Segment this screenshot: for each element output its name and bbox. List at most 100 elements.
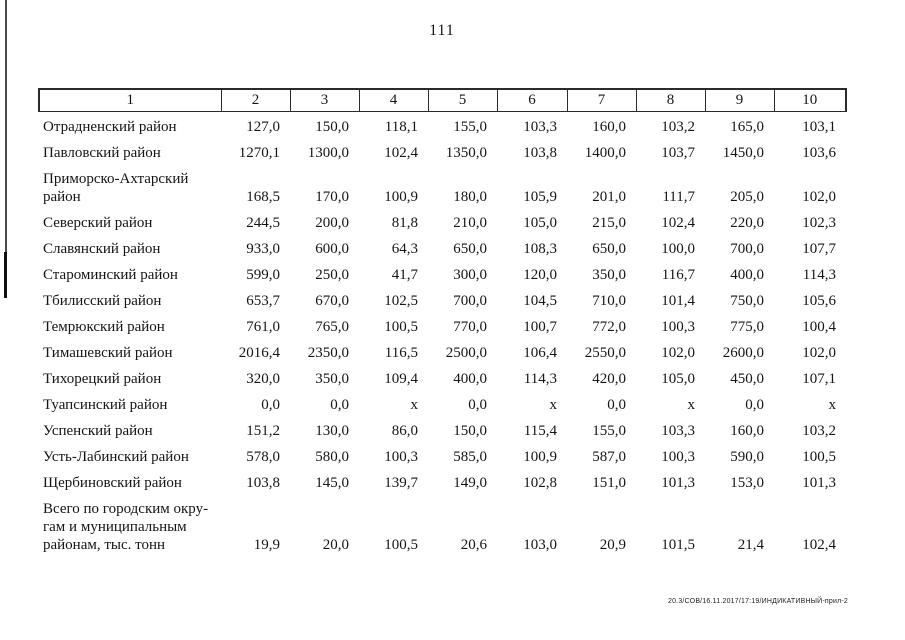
cell-value: 0,0: [261, 397, 280, 413]
cell-value: 2600,0: [722, 345, 764, 361]
cell-value: 220,0: [730, 215, 764, 231]
cell-value: 1350,0: [445, 145, 487, 161]
cell-value: 400,0: [453, 371, 487, 387]
row-label: Щербиновский район: [43, 475, 182, 491]
table-row: Северский район 244,5 200,0 81,8 210,0 105,0 2…: [39, 210, 846, 236]
cell-value: 102,5: [384, 293, 418, 309]
cell-value: 165,0: [730, 119, 764, 135]
cell-value: 320,0: [246, 371, 280, 387]
cell-value: 107,1: [802, 371, 836, 387]
row-label: Успенский район: [43, 423, 153, 439]
row-label: Тихорецкий район: [43, 371, 162, 387]
cell-value: 109,4: [384, 371, 418, 387]
cell-value: 120,0: [523, 267, 557, 283]
cell-value: 86,0: [391, 423, 418, 439]
cell-value: 103,3: [523, 119, 557, 135]
cell-value: 0,0: [607, 397, 626, 413]
row-label: Темрюкский район: [43, 319, 165, 335]
cell-value: 115,4: [523, 423, 557, 439]
cell-value: 107,7: [802, 241, 836, 257]
table-row: Тихорецкий район 320,0 350,0 109,4 400,0 114,…: [39, 366, 846, 392]
cell-value: 168,5: [246, 189, 280, 205]
cell-value: 116,7: [661, 267, 695, 283]
row-label: Славянский район: [43, 241, 161, 257]
cell-value: 205,0: [730, 189, 764, 205]
cell-value: 150,0: [453, 423, 487, 439]
table-row: Темрюкский район 761,0 765,0 100,5 770,0 100,…: [39, 314, 846, 340]
cell-value: 700,0: [453, 293, 487, 309]
cell-value: 350,0: [592, 267, 626, 283]
cell-value: 772,0: [592, 319, 626, 335]
cell-value: 160,0: [592, 119, 626, 135]
cell-value: 103,8: [246, 475, 280, 491]
cell-value: х: [687, 397, 696, 413]
cell-value: 300,0: [453, 267, 487, 283]
cell-value: 139,7: [384, 475, 418, 491]
cell-value: 103,3: [661, 423, 695, 439]
cell-value: 244,5: [246, 215, 280, 231]
cell-value: 775,0: [730, 319, 764, 335]
cell-value: 450,0: [730, 371, 764, 387]
cell-value: 102,0: [802, 189, 836, 205]
cell-value: 100,3: [384, 449, 418, 465]
cell-value: 420,0: [592, 371, 626, 387]
row-label: Всего по городским окру- гам и муниципал…: [43, 501, 209, 553]
footer-stamp: 20.3/СОВ/16.11.2017/17:19/ИНДИКАТИВНЫЙ-п…: [668, 598, 849, 605]
cell-value: 111,7: [662, 189, 695, 205]
table-row: Тбилисский район 653,7 670,0 102,5 700,0 104,…: [39, 288, 846, 314]
cell-value: 105,9: [523, 189, 557, 205]
cell-value: 653,7: [246, 293, 280, 309]
table-row: Всего по городским окру- гам и муниципал…: [39, 496, 846, 558]
cell-value: 2550,0: [584, 345, 626, 361]
table-row: Усть-Лабинский район 578,0 580,0 100,3 585,0…: [39, 444, 846, 470]
table-row: Тимашевский район 2016,4 2350,0 116,5 2500,0…: [39, 340, 846, 366]
column-header-10: 10: [773, 88, 847, 112]
page-number: 111: [429, 22, 455, 39]
cell-value: 20,9: [599, 537, 626, 553]
cell-value: 114,3: [802, 267, 836, 283]
cell-value: 750,0: [730, 293, 764, 309]
table-row: Павловский район 1270,1 1300,0 102,4 1350,0 1…: [39, 140, 846, 166]
cell-value: 102,4: [802, 537, 836, 553]
cell-value: 600,0: [315, 241, 349, 257]
column-header-4: 4: [358, 88, 429, 112]
cell-value: 101,4: [661, 293, 695, 309]
cell-value: 153,0: [730, 475, 764, 491]
column-header-1: 1: [38, 88, 222, 112]
cell-value: 0,0: [745, 397, 764, 413]
cell-value: 102,3: [802, 215, 836, 231]
cell-value: 103,6: [802, 145, 836, 161]
table-body: Отрадненский район 127,0 150,0 118,1 155,0 10…: [39, 112, 846, 559]
column-header-6: 6: [496, 88, 568, 112]
cell-value: 102,4: [384, 145, 418, 161]
row-label: Усть-Лабинский район: [43, 449, 189, 465]
cell-value: 102,4: [661, 215, 695, 231]
table-row: Отрадненский район 127,0 150,0 118,1 155,0 10…: [39, 112, 846, 141]
column-header-3: 3: [289, 88, 360, 112]
table-row: Туапсинский район 0,0 0,0 х 0,0 х 0,0 х 0,0 х: [39, 392, 846, 418]
table-row: Староминский район 599,0 250,0 41,7 300,0 120…: [39, 262, 846, 288]
cell-value: 100,0: [661, 241, 695, 257]
table-header: 1 2 3 4 5 6 7 8 9 10: [38, 88, 847, 112]
cell-value: 155,0: [592, 423, 626, 439]
cell-value: 100,5: [384, 319, 418, 335]
cell-value: 19,9: [253, 537, 280, 553]
row-label: Отрадненский район: [43, 119, 177, 135]
cell-value: 650,0: [592, 241, 626, 257]
cell-value: 200,0: [315, 215, 349, 231]
cell-value: 118,1: [384, 119, 418, 135]
cell-value: 215,0: [592, 215, 626, 231]
cell-value: 114,3: [523, 371, 557, 387]
cell-value: 100,5: [802, 449, 836, 465]
cell-value: 170,0: [315, 189, 349, 205]
cell-value: х: [828, 397, 837, 413]
row-label: Тбилисский район: [43, 293, 162, 309]
cell-value: 155,0: [453, 119, 487, 135]
cell-value: 101,3: [661, 475, 695, 491]
table-row: Успенский район 151,2 130,0 86,0 150,0 115,4 1…: [39, 418, 846, 444]
cell-value: 102,8: [523, 475, 557, 491]
scan-artifact-line: [5, 0, 7, 252]
cell-value: 100,9: [384, 189, 418, 205]
cell-value: 578,0: [246, 449, 280, 465]
cell-value: 670,0: [315, 293, 349, 309]
